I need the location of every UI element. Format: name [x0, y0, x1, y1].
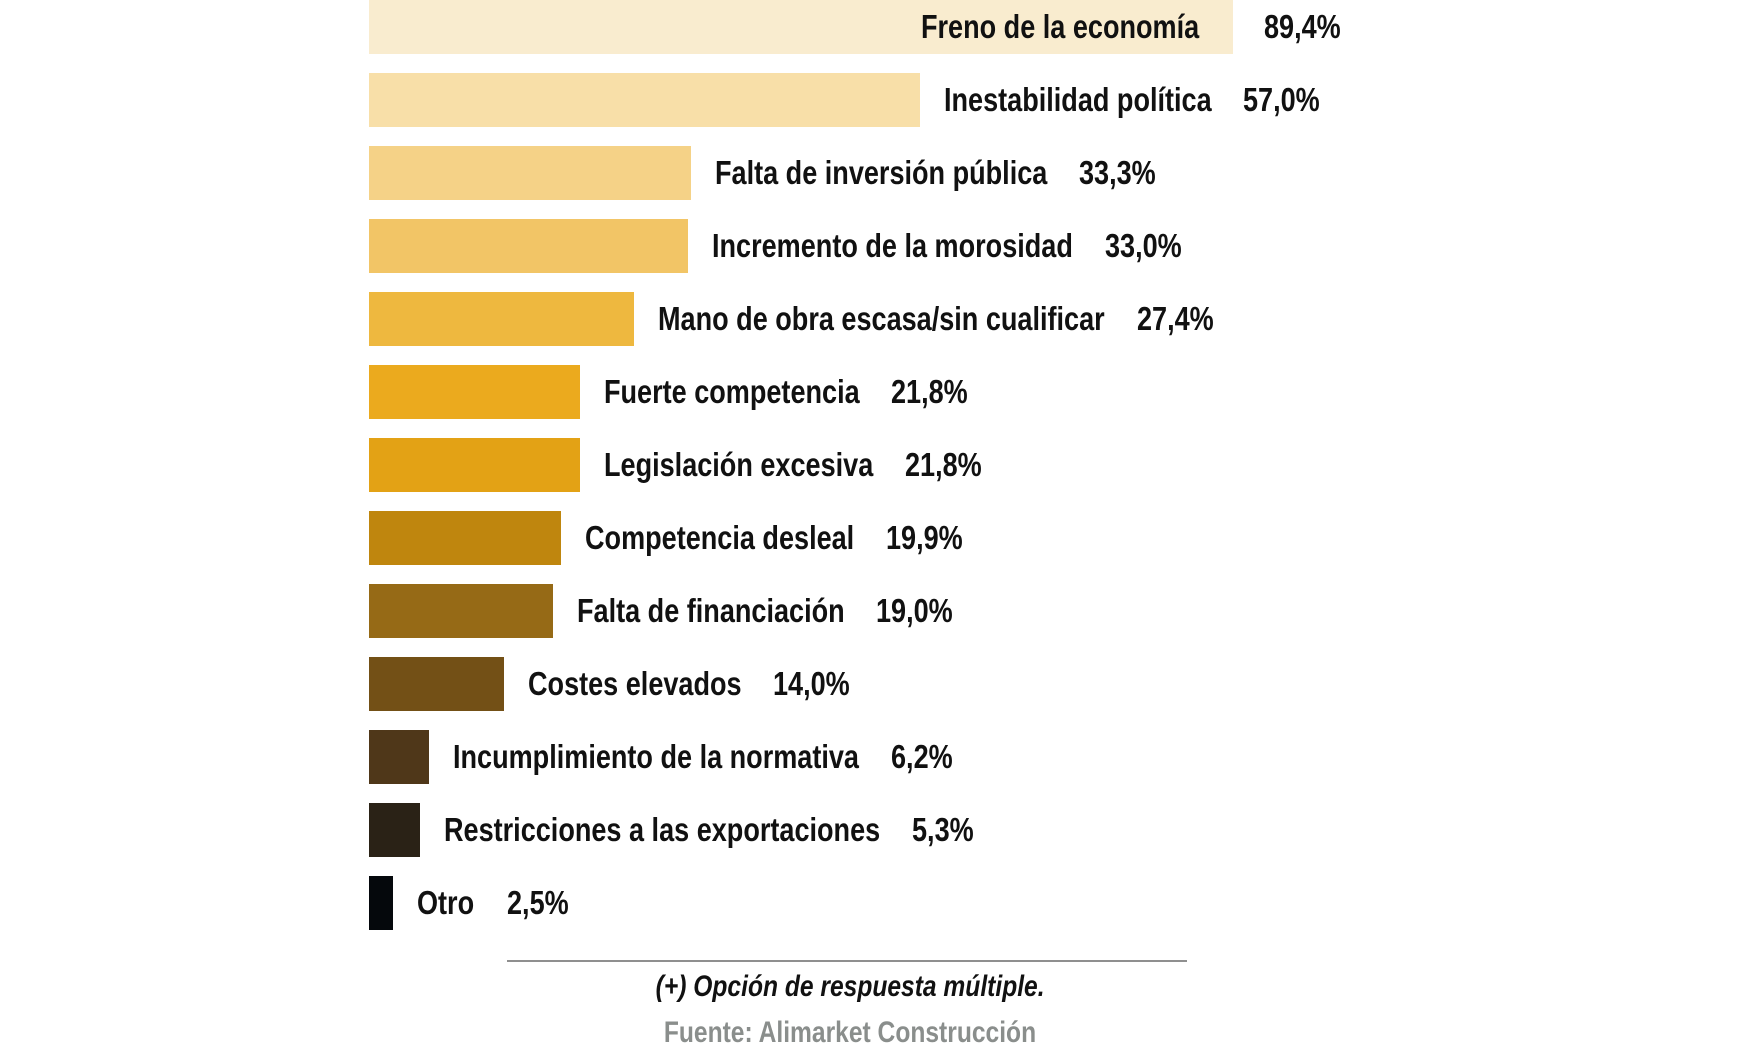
- category-label: Freno de la economía: [920, 8, 1199, 45]
- value-label: 21,8%: [891, 373, 969, 410]
- value-label: 89,4%: [1263, 8, 1341, 45]
- bar-3: [369, 219, 688, 273]
- bar-10: [369, 730, 429, 784]
- category-label: Incremento de la morosidad: [711, 227, 1073, 264]
- value-label: 5,3%: [912, 811, 975, 848]
- value-label: 27,4%: [1136, 300, 1214, 337]
- note-text: (+) Opción de respuesta múltiple.: [655, 970, 1045, 1003]
- bar-8: [369, 584, 553, 638]
- value-label: 6,2%: [890, 738, 953, 775]
- source-text: Fuente: Alimarket Construcción: [663, 1016, 1037, 1049]
- category-label: Fuerte competencia: [603, 373, 860, 410]
- value-label: 33,0%: [1104, 227, 1182, 264]
- category-label: Legislación excesiva: [603, 446, 873, 483]
- category-label: Incumplimiento de la normativa: [452, 738, 859, 775]
- chart-note: (+) Opción de respuesta múltiple.: [0, 970, 1700, 1004]
- bar-12: [369, 876, 394, 930]
- bar-1: [369, 73, 920, 127]
- bar-5: [369, 365, 580, 419]
- category-label: Otro: [417, 884, 475, 921]
- bar-7: [369, 511, 562, 565]
- bar-2: [369, 146, 691, 200]
- value-label: 21,8%: [904, 446, 982, 483]
- category-label: Falta de inversión pública: [714, 154, 1047, 191]
- chart-source: Fuente: Alimarket Construcción: [0, 1016, 1700, 1050]
- category-label: Costes elevados: [528, 665, 742, 702]
- category-label: Competencia desleal: [585, 519, 855, 556]
- value-label: 33,3%: [1078, 154, 1156, 191]
- category-label: Inestabilidad política: [943, 81, 1212, 118]
- bar-11: [369, 803, 421, 857]
- bar-6: [369, 438, 580, 492]
- value-label: 57,0%: [1242, 81, 1320, 118]
- value-label: 19,9%: [886, 519, 963, 556]
- bar-4: [369, 292, 634, 346]
- value-label: 2,5%: [506, 884, 569, 921]
- bar-9: [369, 657, 505, 711]
- category-label: Mano de obra escasa/sin cualificar: [657, 300, 1105, 337]
- category-label: Restricciones a las exportaciones: [444, 811, 881, 848]
- value-label: 14,0%: [773, 665, 851, 702]
- bar-0: [369, 0, 1233, 54]
- category-label: Falta de financiación: [576, 592, 845, 629]
- footer-divider: [507, 960, 1187, 962]
- value-label: 19,0%: [875, 592, 953, 629]
